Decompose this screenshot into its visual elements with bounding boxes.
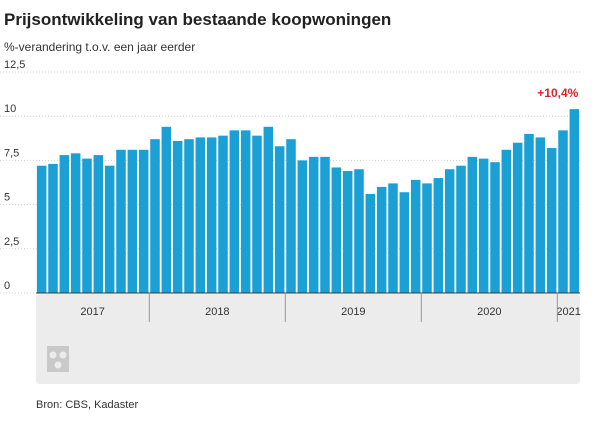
x-group-label: 2021 [556,306,580,318]
bar [342,171,353,293]
chart-subtitle: %-verandering t.o.v. een jaar eerder [4,40,195,54]
bar [206,137,217,293]
bar [558,130,568,293]
bar [376,186,387,293]
bar [195,137,206,293]
bar [172,140,183,293]
bar [422,183,432,293]
bar [331,167,342,293]
bar [535,137,546,293]
bar [546,148,557,293]
bar [308,156,319,293]
x-group-label: 2019 [341,306,365,318]
bar [501,149,512,293]
cbs-logo [47,346,69,372]
bar [184,139,194,293]
bar [399,192,410,293]
bar [478,158,489,293]
bar [138,149,149,293]
bar [274,146,285,293]
bar [93,155,104,293]
bar [490,162,500,293]
bar [320,156,330,293]
bar [388,183,398,293]
y-tick-label: 0 [4,280,10,292]
bar [59,155,70,293]
y-tick-label: 7,5 [4,147,19,159]
bar [524,133,534,293]
bar [150,139,160,293]
x-group-label: 2020 [477,306,501,318]
bar [240,130,251,293]
bar [263,126,274,293]
bar [161,126,172,293]
bar [48,163,58,293]
bar [410,179,421,293]
y-tick-label: 5 [4,192,10,204]
bar [252,135,262,293]
bar [569,109,580,294]
y-tick-label: 10 [4,103,16,115]
source: Bron: CBS, Kadaster [36,399,138,411]
bar [218,135,228,293]
value-label: +10,4% [537,86,578,100]
bar [444,169,455,293]
x-group-label: 2017 [80,306,104,318]
bar [104,165,115,293]
chart-title: Prijsontwikkeling van bestaande koopwoni… [4,10,391,29]
axis-band [36,294,580,384]
bar [297,160,308,293]
bar [127,149,138,293]
bar [82,158,92,293]
x-group-label: 2018 [205,306,229,318]
bar [433,178,444,293]
bar [354,169,364,293]
bar [36,165,47,293]
bar [70,153,81,293]
bar [286,139,296,293]
bar [365,193,376,293]
bar [467,156,478,293]
y-tick-label: 2,5 [4,236,19,248]
bar [116,149,126,293]
bar [512,142,523,293]
bar [456,165,466,293]
bar [229,130,240,293]
y-tick-label: 12,5 [4,59,25,71]
